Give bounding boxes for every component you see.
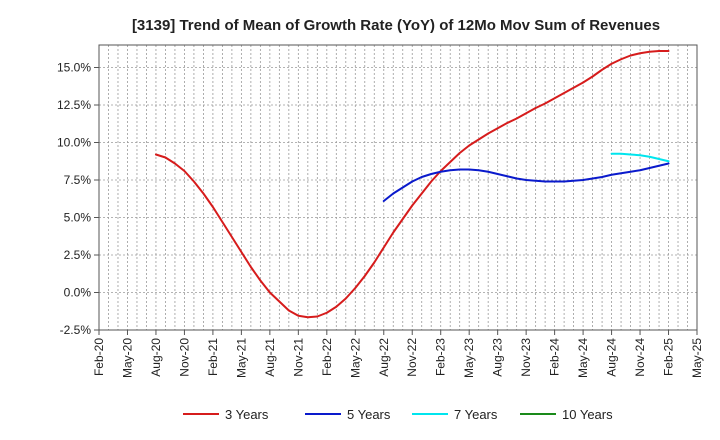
y-tick-label: 5.0% xyxy=(64,211,92,225)
x-tick-label: Feb-25 xyxy=(662,338,676,376)
x-tick-label: Feb-22 xyxy=(320,338,334,376)
series-lines xyxy=(154,50,670,319)
series-line-5-years xyxy=(382,162,670,202)
legend-label: 10 Years xyxy=(562,407,613,422)
y-tick-label: 7.5% xyxy=(64,173,92,187)
x-tick-label: Aug-24 xyxy=(605,338,619,377)
x-tick-label: Feb-20 xyxy=(92,338,106,376)
x-tick-label: May-24 xyxy=(576,338,590,378)
y-tick-label: 12.5% xyxy=(57,98,91,112)
plot-frame xyxy=(98,44,698,331)
legend: 3 Years 5 Years 7 Years 10 Years xyxy=(183,407,613,422)
legend-label: 7 Years xyxy=(454,407,498,422)
x-tick-label: Aug-20 xyxy=(149,338,163,377)
y-tick-label: 15.0% xyxy=(57,61,91,75)
series-line-7-years xyxy=(610,152,670,163)
legend-label: 3 Years xyxy=(225,407,269,422)
x-tick-label: Aug-23 xyxy=(491,338,505,377)
x-tick-label: Nov-20 xyxy=(177,338,191,377)
x-tick-label: May-21 xyxy=(234,338,248,378)
x-tick-label: Nov-21 xyxy=(291,338,305,377)
grid xyxy=(99,45,697,331)
y-tick-label: 0.0% xyxy=(64,286,92,300)
y-axis: -2.5% 0.0% 2.5% 5.0% 7.5% 10.0% 12.5% 15.0% xyxy=(57,61,99,337)
chart-title: [3139] Trend of Mean of Growth Rate (YoY… xyxy=(132,17,660,34)
y-tick-label: 10.0% xyxy=(57,136,91,150)
x-axis: Feb-20 May-20 Aug-20 Nov-20 Feb-21 May-21 Aug-… xyxy=(92,330,704,378)
y-tick-label: -2.5% xyxy=(60,323,92,337)
x-tick-label: May-23 xyxy=(462,338,476,378)
x-tick-label: Aug-21 xyxy=(263,338,277,377)
x-tick-label: Feb-24 xyxy=(548,338,562,376)
x-tick-label: Nov-23 xyxy=(519,338,533,377)
x-tick-label: Aug-22 xyxy=(377,338,391,377)
legend-label: 5 Years xyxy=(347,407,391,422)
series-line-3-years xyxy=(154,50,670,319)
y-tick-label: 2.5% xyxy=(64,248,92,262)
x-tick-label: Nov-24 xyxy=(633,338,647,377)
x-tick-label: Nov-22 xyxy=(405,338,419,377)
x-tick-label: May-25 xyxy=(690,338,704,378)
x-tick-label: May-22 xyxy=(348,338,362,378)
x-tick-label: Feb-21 xyxy=(206,338,220,376)
x-tick-label: Feb-23 xyxy=(434,338,448,376)
x-tick-label: May-20 xyxy=(120,338,134,378)
